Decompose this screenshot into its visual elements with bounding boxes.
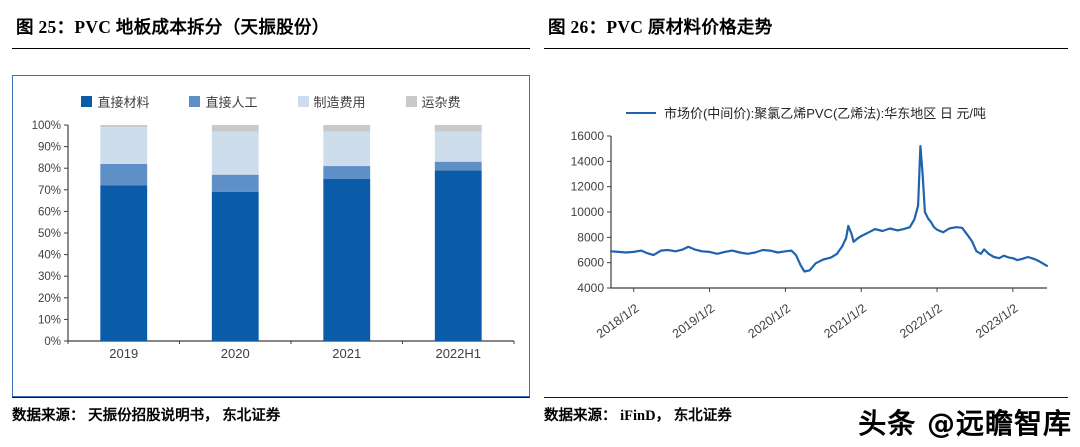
x-category-label: 2019 xyxy=(109,346,138,361)
y-axis-tick-label: 16000 xyxy=(571,129,605,143)
x-axis-tick-label: 2023/1/2 xyxy=(973,301,1021,340)
y-axis-tick-label: 30% xyxy=(38,271,61,283)
bar-segment xyxy=(323,131,371,167)
price-line xyxy=(609,145,1049,273)
y-axis-tick-label: 60% xyxy=(38,206,61,218)
y-axis-tick-label: 10% xyxy=(38,314,61,326)
bar-segment xyxy=(323,179,371,341)
cost-chart-frame: 直接材料 直接人工 制造费用 运杂费 0% 10% 20% 30% 40% 50% 60% 70% 8… xyxy=(12,75,530,397)
price-chart-svg: 4000 6000 8000 10000 12000 14000 16000 2018/1/2… xyxy=(571,129,1049,340)
bar-segment xyxy=(211,131,259,175)
legend-label: 运杂费 xyxy=(421,95,461,110)
bar-segment xyxy=(100,185,148,341)
y-axis-tick-label: 40% xyxy=(38,250,61,262)
legend-item: 制造费用 xyxy=(297,92,366,111)
legend-label: 直接人工 xyxy=(205,95,258,110)
y-axis-tick-label: 20% xyxy=(38,293,61,305)
y-axis-tick-label: 100% xyxy=(32,120,61,132)
legend-item: 直接材料 xyxy=(81,92,149,111)
chart-title-fig26: 图 26：PVC 原材料价格走势 xyxy=(544,8,1068,49)
cost-chart-legend: 直接材料 直接人工 制造费用 运杂费 xyxy=(81,92,461,111)
legend-swatch-icon xyxy=(405,96,417,107)
panel-cost-breakdown: 图 25：PVC 地板成本拆分（天振股份） 直接材料 直接人工 制造费用 运杂费 0%… xyxy=(12,8,530,397)
price-chart-legend: 市场价(中间价):聚氯乙烯PVC(乙烯法):华东地区 日 元/吨 xyxy=(544,103,1068,122)
bar-segment xyxy=(100,127,148,164)
watermark-toutiao-yuanzhan: 头条 @远瞻智库 xyxy=(858,402,1072,442)
x-axis-tick-label: 2020/1/2 xyxy=(746,301,794,340)
x-axis-tick-label: 2022/1/2 xyxy=(897,301,945,340)
legend-series-label: 市场价(中间价):聚氯乙烯PVC(乙烯法):华东地区 日 元/吨 xyxy=(663,106,987,121)
y-axis-tick-label: 10000 xyxy=(571,205,605,219)
bar-segment xyxy=(323,166,371,179)
y-axis-tick-label: 70% xyxy=(38,185,61,197)
y-axis-tick-label: 12000 xyxy=(571,180,605,194)
legend-swatch-icon xyxy=(189,96,201,107)
source-note-left: 数据来源： 天振份招股说明书， 东北证券 xyxy=(12,397,530,425)
chart-title-fig25: 图 25：PVC 地板成本拆分（天振股份） xyxy=(12,8,530,49)
bar-segment xyxy=(211,174,259,192)
y-axis-tick-label: 8000 xyxy=(577,230,604,244)
y-axis-tick-label: 14000 xyxy=(571,154,605,168)
bar-segment xyxy=(434,170,482,341)
x-category-label: 2020 xyxy=(221,346,250,361)
source-note-right: 数据来源： iFinD， 东北证券 xyxy=(544,397,1068,425)
x-category-label: 2022H1 xyxy=(435,346,481,361)
source-note-left-text: 数据来源： 天振份招股说明书， 东北证券 xyxy=(12,408,281,424)
cost-chart-svg: 0% 10% 20% 30% 40% 50% 60% 70% 80% 90% 100% 2019 202… xyxy=(32,120,515,361)
bar-segment xyxy=(211,125,259,132)
x-axis-tick-label: 2019/1/2 xyxy=(670,301,718,340)
y-axis-tick-label: 6000 xyxy=(577,256,604,270)
bar-segment xyxy=(434,131,482,162)
bar-segment xyxy=(434,161,482,171)
bar-segment xyxy=(434,125,482,132)
x-category-label: 2021 xyxy=(332,346,361,361)
y-axis-tick-label: 0% xyxy=(44,336,61,348)
legend-item: 直接人工 xyxy=(189,92,258,111)
bar-segment xyxy=(100,163,148,186)
legend-line-icon xyxy=(625,111,656,114)
bar-segment xyxy=(211,191,259,341)
x-axis-tick-label: 2018/1/2 xyxy=(594,301,642,340)
legend-swatch-icon xyxy=(297,96,309,107)
bar-segment xyxy=(100,125,148,128)
x-axis-tick-label: 2021/1/2 xyxy=(821,301,869,340)
bar-segment xyxy=(323,125,371,132)
source-note-right-text: 数据来源： iFinD， 东北证券 xyxy=(544,408,732,424)
legend-label: 直接材料 xyxy=(97,95,150,110)
y-axis-tick-label: 4000 xyxy=(577,281,604,295)
legend-item: 运杂费 xyxy=(405,92,461,111)
legend-label: 制造费用 xyxy=(313,95,366,110)
watermark-text: 头条 @远瞻智库 xyxy=(858,407,1072,440)
y-axis-tick-label: 80% xyxy=(38,163,61,175)
panel-price-trend: 图 26：PVC 原材料价格走势 市场价(中间价):聚氯乙烯PVC(乙烯法):华… xyxy=(544,8,1068,340)
y-axis-tick-label: 90% xyxy=(38,142,61,154)
legend-swatch-icon xyxy=(81,96,93,107)
y-axis-tick-label: 50% xyxy=(38,228,61,240)
